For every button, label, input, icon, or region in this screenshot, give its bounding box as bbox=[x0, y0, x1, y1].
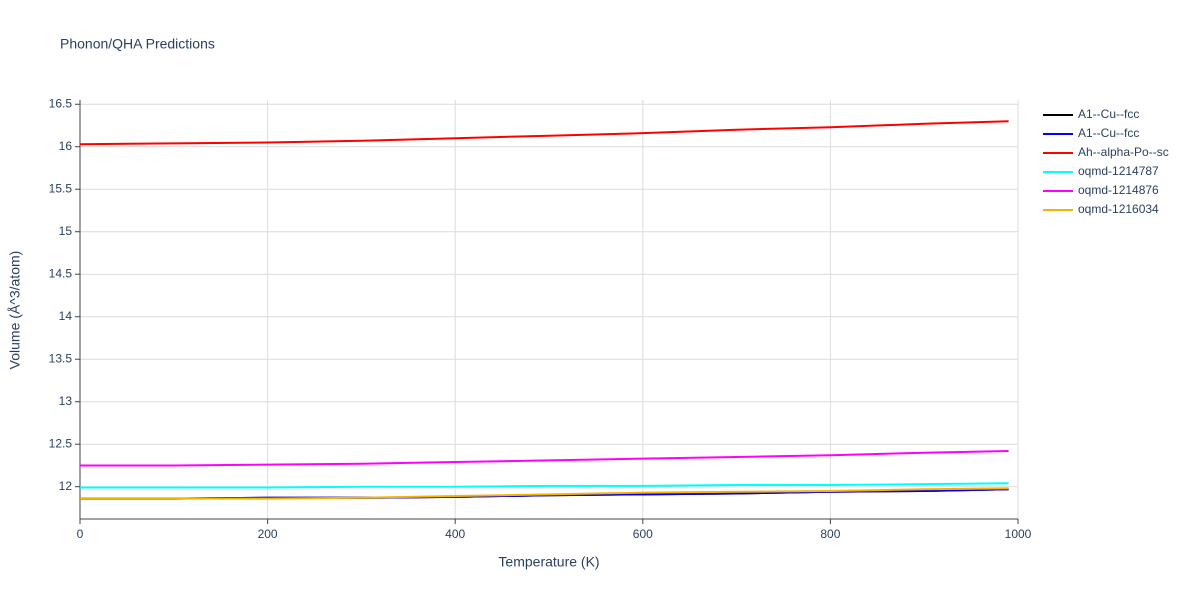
y-tick-label: 14 bbox=[59, 309, 73, 323]
x-tick-label: 200 bbox=[258, 527, 278, 541]
legend-text: Ah--alpha-Po--sc bbox=[1078, 145, 1169, 159]
y-tick-label: 14.5 bbox=[49, 266, 73, 280]
line bbox=[80, 482, 1009, 489]
x-axis-title: Temperature (K) bbox=[498, 554, 599, 570]
line bbox=[80, 487, 1009, 500]
chart-title: Phonon/QHA Predictions bbox=[60, 36, 215, 52]
y-tick-label: 12 bbox=[59, 479, 73, 493]
y-tick-label: 16 bbox=[59, 139, 73, 153]
y-axis-title: Volume (Å^3/atom) bbox=[7, 251, 23, 370]
y-tick-label: 16.5 bbox=[49, 96, 73, 110]
line bbox=[80, 450, 1009, 467]
legend-text: oqmd-1216034 bbox=[1078, 202, 1159, 216]
legend-text: oqmd-1214876 bbox=[1078, 183, 1159, 197]
legend-text: oqmd-1214787 bbox=[1078, 164, 1159, 178]
x-tick-label: 800 bbox=[820, 527, 840, 541]
y-tick-label: 13.5 bbox=[49, 351, 73, 365]
y-tick-label: 15 bbox=[59, 224, 73, 238]
legend-text: A1--Cu--fcc bbox=[1078, 107, 1139, 121]
x-tick-label: 400 bbox=[445, 527, 465, 541]
x-tick-label: 600 bbox=[633, 527, 653, 541]
x-tick-label: 1000 bbox=[1005, 527, 1032, 541]
legend-text: A1--Cu--fcc bbox=[1078, 126, 1139, 140]
y-tick-label: 15.5 bbox=[49, 181, 73, 195]
line bbox=[79, 120, 1009, 146]
x-tick-label: 0 bbox=[77, 527, 84, 541]
y-tick-label: 12.5 bbox=[49, 436, 73, 450]
y-tick-label: 13 bbox=[59, 394, 73, 408]
